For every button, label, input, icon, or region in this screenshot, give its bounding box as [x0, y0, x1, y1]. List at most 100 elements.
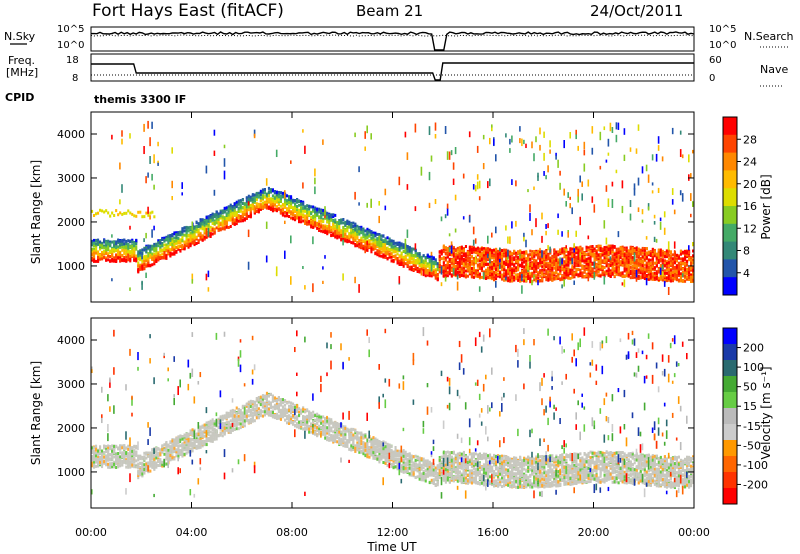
heat-cell: [219, 223, 222, 227]
heat-cell: [470, 269, 473, 273]
heat-cell: [583, 259, 586, 263]
heat-cell: [312, 219, 314, 226]
heat-cell: [344, 233, 347, 236]
heat-cell: [489, 253, 492, 257]
heat-cell: [378, 201, 380, 206]
heat-cell: [501, 274, 504, 278]
heat-cell: [380, 241, 383, 245]
heat-cell: [294, 218, 297, 222]
heat-cell: [223, 222, 226, 226]
heat-cell: [308, 204, 311, 208]
heat-cell: [529, 253, 532, 257]
heat-cell: [460, 256, 463, 260]
heat-cell: [605, 269, 608, 273]
heat-cell: [444, 266, 447, 270]
heat-cell: [509, 148, 511, 153]
heat-cell: [233, 211, 236, 215]
heat-cell: [513, 269, 516, 273]
heat-cell: [372, 233, 375, 237]
heat-cell: [368, 228, 371, 232]
heat-cell: [511, 260, 514, 263]
heat-cell: [239, 219, 242, 223]
heat-cell: [314, 168, 316, 177]
heat-cell: [569, 270, 572, 273]
heat-cell: [523, 269, 526, 273]
heat-cell: [482, 259, 485, 263]
heat-cell: [109, 214, 112, 218]
heat-cell: [525, 239, 527, 248]
heat-cell: [430, 259, 433, 263]
heat-cell: [191, 241, 194, 245]
heat-cell: [577, 248, 580, 252]
heat-cell: [398, 248, 401, 251]
heat-cell: [269, 203, 272, 207]
heat-cell: [489, 251, 492, 255]
heat-cell: [609, 269, 612, 273]
heat-cell: [352, 241, 355, 245]
heat-cell: [422, 264, 425, 267]
heat-cell: [416, 258, 419, 262]
heat-cell: [197, 228, 200, 232]
heat-cell: [300, 220, 303, 224]
heat-cell: [511, 252, 514, 256]
heat-cell: [476, 145, 479, 153]
heat-cell: [143, 123, 145, 132]
heat-cell: [627, 264, 630, 268]
heat-cell: [127, 246, 130, 250]
heat-cell: [424, 266, 427, 270]
heat-cell: [627, 269, 630, 273]
heat-cell: [543, 250, 546, 254]
heat-cell: [579, 271, 582, 275]
heat-cell: [121, 138, 123, 145]
heat-cell: [525, 257, 528, 261]
heat-cell: [472, 250, 475, 254]
heat-cell: [541, 212, 543, 220]
heat-cell: [107, 258, 110, 262]
heat-cell: [515, 274, 517, 278]
heat-cell: [583, 141, 586, 150]
heat-cell: [404, 258, 407, 261]
heat-cell: [171, 237, 174, 241]
heat-cell: [474, 248, 477, 251]
heat-cell: [480, 266, 483, 270]
heat-cell: [424, 264, 427, 268]
heat-cell: [539, 144, 541, 151]
heat-cell: [123, 255, 126, 259]
heat-cell: [575, 259, 578, 262]
heat-cell: [125, 249, 128, 253]
heat-cell: [225, 225, 228, 229]
heat-cell: [599, 131, 602, 141]
heat-cell: [165, 249, 168, 253]
heat-cell: [402, 255, 405, 259]
heat-cell: [607, 198, 610, 207]
heat-cell: [223, 227, 226, 231]
heat-cell: [137, 252, 140, 256]
heat-cell: [290, 206, 293, 209]
heat-cell: [294, 205, 297, 209]
heat-cell: [159, 249, 162, 253]
heat-cell: [245, 203, 248, 207]
heat-cell: [603, 276, 606, 285]
heat-cell: [177, 231, 180, 235]
heat-cell: [119, 251, 122, 255]
heat-cell: [476, 258, 479, 262]
heat-cell: [442, 272, 445, 276]
heat-cell: [621, 261, 624, 265]
heat-cell: [91, 242, 94, 246]
heat-cell: [444, 246, 447, 250]
heat-cell: [233, 214, 236, 217]
heat-cell: [545, 255, 548, 259]
heat-cell: [420, 256, 423, 264]
heat-cell: [370, 133, 372, 140]
heat-cell: [135, 259, 138, 263]
heat-cell: [181, 236, 184, 239]
heat-cell: [364, 131, 366, 139]
heat-cell: [199, 224, 202, 228]
heat-cell: [593, 247, 596, 251]
heat-cell: [201, 235, 204, 238]
heat-cell: [135, 242, 138, 245]
heat-cell: [137, 210, 140, 214]
heat-cell: [326, 224, 329, 228]
heat-cell: [318, 228, 321, 232]
heat-cell: [358, 244, 361, 248]
